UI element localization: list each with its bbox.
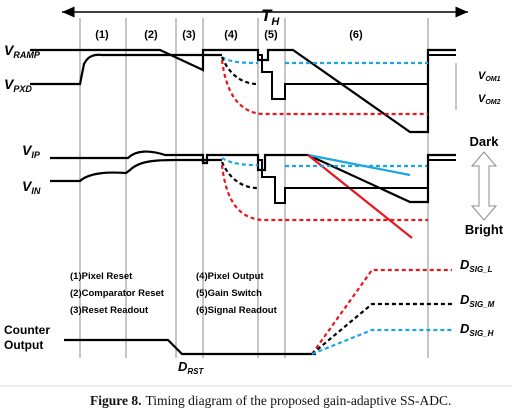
legend-item-3: (3)Reset Readout [70, 305, 149, 316]
phase-2: (2) [144, 29, 158, 41]
vpxd-waveform [30, 53, 222, 86]
vramp-waveform [30, 48, 456, 134]
bright-label: Bright [465, 222, 504, 237]
vip-label: VIP [22, 142, 41, 160]
phase-4: (4) [224, 29, 238, 41]
phase-6: (6) [349, 29, 363, 41]
counter-label-line2: Output [4, 338, 43, 352]
vpxd-black-settle [258, 54, 456, 100]
vin-waveform [50, 158, 222, 183]
counter-label-line1: Counter [4, 323, 50, 337]
legend-item-1: (1)Pixel Reset [70, 271, 133, 282]
dark-bright-indicator: Dark Bright [465, 134, 504, 237]
counter-waveform [64, 338, 316, 356]
period-label: TH [261, 6, 280, 28]
dsig-l-label: DSIG_L [460, 257, 493, 274]
legend-item-2: (2)Comparator Reset [70, 288, 165, 299]
vin-label: VIN [22, 178, 41, 196]
vom1-label: VOM1 [478, 70, 501, 83]
vip-waveform [50, 150, 456, 204]
dsig-h-label: DSIG_H [460, 321, 494, 338]
phase-dividers [79, 18, 429, 358]
vin-black-settle [258, 159, 456, 204]
period-arrow: TH [62, 6, 468, 28]
legend: (1)Pixel Reset (2)Comparator Reset (3)Re… [70, 271, 278, 316]
vramp-label: VRAMP [4, 42, 41, 60]
vin-red-dash [220, 164, 428, 222]
phase-labels: (1) (2) (3) (4) (5) (6) [95, 29, 363, 41]
vom2-label: VOM2 [478, 93, 501, 106]
counter-cyan-dash [311, 328, 452, 356]
figure-caption: Figure 8. Timing diagram of the proposed … [90, 393, 451, 408]
vpxd-label: VPXD [4, 76, 32, 94]
legend-item-6: (6)Signal Readout [196, 305, 278, 316]
drst-label: DRST [178, 359, 205, 376]
dark-label: Dark [470, 134, 500, 149]
phase-5: (5) [264, 29, 278, 41]
phase-3: (3) [182, 29, 196, 41]
counter-black-dash [311, 302, 452, 355]
vpxd-cyan-dash [221, 56, 428, 65]
vpxd-red-dash [220, 59, 428, 116]
phase-1: (1) [95, 29, 109, 41]
vip-red-slope [307, 154, 413, 239]
counter-red-dash [311, 268, 452, 355]
dsig-m-label: DSIG_M [460, 292, 495, 309]
vip-cyan-dash [221, 157, 428, 168]
vpxd-black-dash [220, 56, 259, 86]
vin-black-dash [220, 161, 259, 190]
legend-item-5: (5)Gain Switch [196, 288, 262, 299]
legend-item-4: (4)Pixel Output [196, 271, 264, 282]
